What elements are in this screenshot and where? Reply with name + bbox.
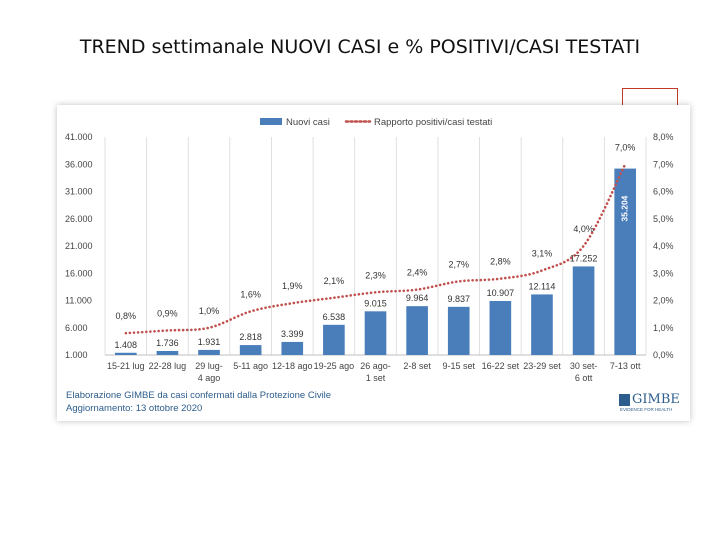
gimbe-logo-text: GIMBE xyxy=(632,392,680,407)
x-tick-label: 6 ott xyxy=(575,373,593,383)
footer-source: Elaborazione GIMBE da casi confermati da… xyxy=(66,390,332,401)
bar-value-label: 6.538 xyxy=(323,312,346,322)
y-right-tick-label: 7,0% xyxy=(653,159,674,169)
line-value-label: 1,0% xyxy=(199,306,220,316)
y-right-tick-label: 1,0% xyxy=(653,323,674,333)
y-left-tick-label: 26.000 xyxy=(65,214,93,224)
line-value-label: 0,8% xyxy=(116,311,137,321)
bar-value-label: 35.204 xyxy=(619,195,629,221)
x-tick-label: 30 set- xyxy=(570,361,598,371)
combo-chart: Nuovi casi Rapporto positivi/casi testat… xyxy=(65,117,674,383)
y-left-tick-label: 36.000 xyxy=(65,159,93,169)
gimbe-logo-tagline: EVIDENCE FOR HEALTH xyxy=(620,407,673,412)
bar-nuovi-casi xyxy=(614,168,637,355)
bar-nuovi-casi xyxy=(531,294,553,355)
gimbe-logo: GIMBE EVIDENCE FOR HEALTH xyxy=(619,392,687,414)
y-left-tick-label: 11.000 xyxy=(65,296,92,306)
line-value-label: 2,1% xyxy=(324,276,345,286)
bar-value-label: 10.907 xyxy=(487,288,515,298)
line-rapporto-positivi xyxy=(124,162,627,335)
bar-value-label: 3.399 xyxy=(281,329,304,339)
bar-nuovi-casi xyxy=(323,324,345,355)
x-tick-label: 16-22 set xyxy=(482,361,520,371)
x-tick-label: 5-11 ago xyxy=(233,361,268,371)
x-tick-label: 12-18 ago xyxy=(272,361,313,371)
y-left-tick-label: 1.000 xyxy=(65,350,88,360)
x-tick-label: 4 ago xyxy=(198,373,221,383)
bar-value-label: 17.252 xyxy=(570,253,598,263)
y-right-tick-label: 5,0% xyxy=(653,214,674,224)
y-right-tick-label: 0,0% xyxy=(653,350,674,360)
y-left-tick-label: 6.000 xyxy=(65,323,88,333)
bar-value-label: 1.408 xyxy=(115,340,138,350)
y-left-tick-label: 21.000 xyxy=(65,241,93,251)
bar-value-label: 1.736 xyxy=(156,338,179,348)
x-tick-label: 26 ago- xyxy=(360,361,391,371)
line-value-label: 2,8% xyxy=(490,257,511,267)
x-tick-label: 15-21 lug xyxy=(107,361,145,371)
bar-nuovi-casi xyxy=(156,350,179,355)
bar-value-label: 9.837 xyxy=(447,294,470,304)
bar-nuovi-casi xyxy=(281,341,304,355)
line-value-label: 0,9% xyxy=(157,308,178,318)
chart-panel: Nuovi casi Rapporto positivi/casi testat… xyxy=(57,105,690,421)
y-left-tick-label: 31.000 xyxy=(65,187,93,197)
line-value-label: 4,0% xyxy=(573,224,594,234)
bar-nuovi-casi xyxy=(239,345,262,355)
y-left-tick-label: 16.000 xyxy=(65,268,93,278)
x-tick-label: 19-25 ago xyxy=(314,361,355,371)
line-value-label: 7,0% xyxy=(615,142,636,152)
bar-nuovi-casi xyxy=(364,311,387,355)
x-tick-label: 9-15 set xyxy=(442,361,475,371)
y-right-tick-label: 4,0% xyxy=(653,241,674,251)
line-value-label: 1,6% xyxy=(240,289,261,299)
bar-nuovi-casi xyxy=(489,301,512,355)
legend-swatch-nuovi-casi xyxy=(260,118,282,125)
x-tick-label: 23-29 set xyxy=(523,361,561,371)
slide-title: TREND settimanale NUOVI CASI e % POSITIV… xyxy=(79,36,641,58)
y-right-tick-label: 3,0% xyxy=(653,268,674,278)
footer-update: Aggiornamento: 13 ottobre 2020 xyxy=(66,403,203,414)
bar-nuovi-casi xyxy=(198,349,220,355)
x-tick-label: 22-28 lug xyxy=(149,361,187,371)
x-tick-label: 1 set xyxy=(366,373,386,383)
line-value-label: 2,7% xyxy=(448,259,469,269)
bar-value-label: 9.964 xyxy=(406,293,429,303)
bar-value-label: 9.015 xyxy=(364,298,387,308)
line-value-label: 2,3% xyxy=(365,270,386,280)
line-value-label: 3,1% xyxy=(532,249,553,259)
x-tick-label: 29 lug- xyxy=(195,361,223,371)
gimbe-logo-mark-icon xyxy=(619,394,630,406)
bar-value-label: 1.931 xyxy=(198,337,221,347)
bar-value-label: 2.818 xyxy=(239,332,262,342)
x-tick-label: 7-13 ott xyxy=(610,361,641,371)
bar-nuovi-casi xyxy=(447,306,470,355)
line-value-label: 1,9% xyxy=(282,281,303,291)
legend-label-rapporto: Rapporto positivi/casi testati xyxy=(374,117,492,128)
y-right-tick-label: 8,0% xyxy=(653,132,674,142)
bar-value-label: 12.114 xyxy=(529,281,556,291)
chart-legend: Nuovi casi Rapporto positivi/casi testat… xyxy=(260,117,492,128)
line-value-label: 2,4% xyxy=(407,268,428,278)
y-right-tick-label: 2,0% xyxy=(653,296,674,306)
y-left-tick-label: 41.000 xyxy=(65,132,93,142)
x-tick-label: 2-8 set xyxy=(403,361,431,371)
y-right-tick-label: 6,0% xyxy=(653,187,674,197)
legend-label-nuovi-casi: Nuovi casi xyxy=(286,117,330,128)
bar-nuovi-casi xyxy=(406,306,428,355)
bar-nuovi-casi xyxy=(114,352,137,355)
bar-nuovi-casi xyxy=(572,266,595,355)
